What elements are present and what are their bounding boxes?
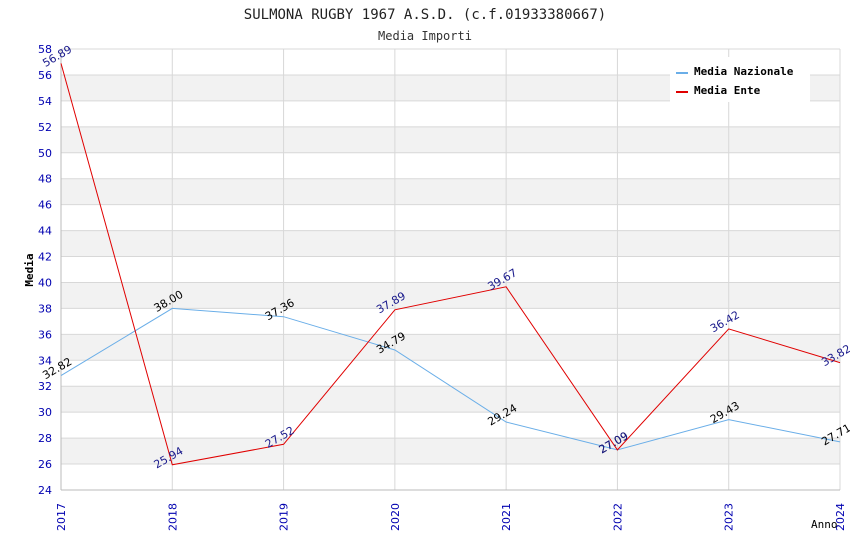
y-tick-label: 48 [38, 173, 52, 186]
chart-title: SULMONA RUGBY 1967 A.S.D. (c.f.019333806… [244, 7, 606, 23]
y-tick-label: 56 [38, 69, 52, 82]
y-tick-label: 52 [38, 121, 52, 134]
grid-band [61, 386, 840, 413]
gridlines [60, 48, 841, 491]
grid-band [61, 282, 840, 309]
y-tick-label: 50 [38, 147, 52, 160]
y-tick-label: 26 [38, 458, 52, 471]
x-tick-label: 2023 [723, 503, 736, 531]
grid-band [61, 438, 840, 465]
y-tick-label: 30 [38, 406, 52, 419]
y-axis-ticks: 24 26 28 30 32 34 36 38 40 42 44 46 48 50 52 54 56 58 [38, 43, 52, 497]
grid-band [61, 334, 840, 361]
y-tick-label: 28 [38, 432, 52, 445]
grid-band [61, 126, 840, 153]
y-tick-label: 46 [38, 199, 52, 212]
x-tick-label: 2018 [166, 503, 179, 531]
legend-label-media-ente: Media Ente [694, 84, 761, 97]
legend-label-media-nazionale: Media Nazionale [694, 65, 794, 78]
y-tick-label: 38 [38, 302, 52, 315]
y-tick-label: 44 [38, 225, 52, 238]
grid-band [61, 178, 840, 205]
x-tick-label: 2022 [611, 503, 624, 531]
y-tick-label: 58 [38, 43, 52, 56]
x-tick-label: 2017 [55, 503, 68, 531]
plot-background-bands [61, 74, 840, 465]
x-axis-ticks: 2017 2018 2019 2020 2021 2022 2023 2024 [55, 503, 847, 531]
y-tick-label: 42 [38, 251, 52, 264]
x-tick-label: 2021 [500, 503, 513, 531]
legend: Media Nazionale Media Ente [670, 57, 810, 102]
series-line-media-nazionale [60, 307, 841, 451]
series-line-media-ente [60, 63, 841, 466]
x-axis-label: Anno [811, 518, 838, 531]
y-tick-label: 54 [38, 95, 52, 108]
x-tick-label: 2020 [389, 503, 402, 531]
x-tick-label: 2024 [834, 503, 847, 531]
y-tick-label: 40 [38, 276, 52, 289]
y-tick-label: 24 [38, 484, 52, 497]
y-tick-label: 32 [38, 380, 52, 393]
y-tick-label: 34 [38, 354, 52, 367]
chart-subtitle: Media Importi [378, 29, 472, 43]
grid-band [61, 230, 840, 257]
y-axis-label: Media [23, 253, 36, 286]
legend-box [670, 57, 810, 102]
y-tick-label: 36 [38, 328, 52, 341]
x-tick-label: 2019 [278, 503, 291, 531]
series-group [60, 63, 841, 466]
